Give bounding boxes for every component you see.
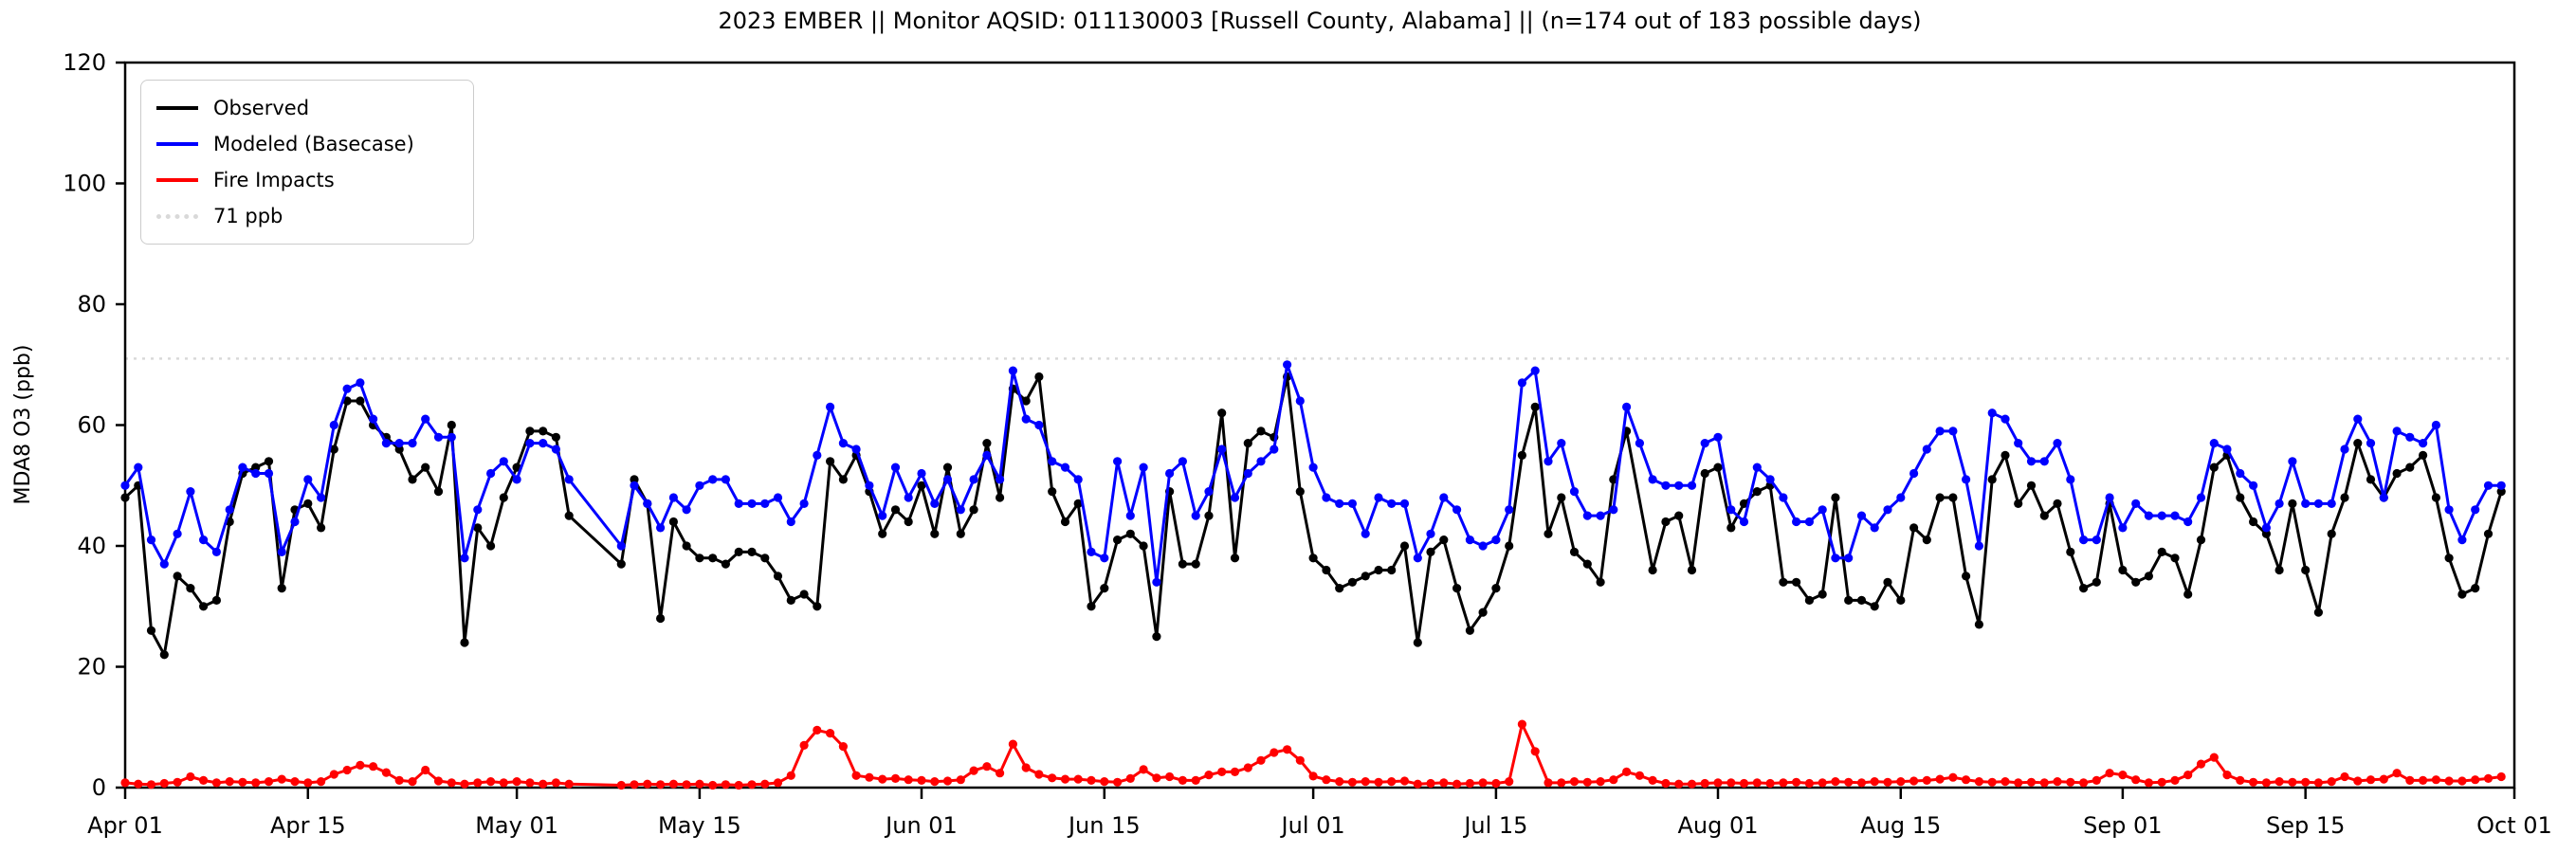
svg-text:Jun 15: Jun 15 [1067, 812, 1141, 839]
svg-text:Jul 15: Jul 15 [1462, 812, 1527, 839]
legend-label-71ppb: 71 ppb [213, 205, 283, 227]
svg-text:Aug 15: Aug 15 [1860, 812, 1941, 839]
svg-text:Apr 15: Apr 15 [270, 812, 346, 839]
svg-text:Jul 01: Jul 01 [1280, 812, 1345, 839]
observed-line-swatch [156, 106, 198, 110]
chart-title: 2023 EMBER || Monitor AQSID: 011130003 [… [718, 8, 1922, 34]
svg-text:May 01: May 01 [475, 812, 558, 839]
svg-text:100: 100 [63, 171, 106, 197]
modeled-line-swatch [156, 142, 198, 146]
svg-text:Apr 01: Apr 01 [87, 812, 163, 839]
legend-item-fire-impacts: Fire Impacts [156, 162, 458, 198]
svg-text:May 15: May 15 [658, 812, 741, 839]
svg-text:Oct 01: Oct 01 [2476, 812, 2552, 839]
svg-text:0: 0 [92, 774, 106, 801]
svg-text:Aug 01: Aug 01 [1677, 812, 1758, 839]
svg-text:Jun 01: Jun 01 [884, 812, 958, 839]
legend-item-observed: Observed [156, 90, 458, 126]
svg-text:20: 20 [77, 654, 106, 681]
legend-item-71ppb: 71 ppb [156, 198, 458, 234]
threshold-line-swatch [156, 213, 198, 219]
svg-text:Sep 01: Sep 01 [2083, 812, 2162, 839]
fire-impacts-line-swatch [156, 178, 198, 182]
svg-text:60: 60 [77, 412, 106, 439]
legend-label-fire-impacts: Fire Impacts [213, 169, 335, 191]
svg-text:120: 120 [63, 49, 106, 76]
svg-text:40: 40 [77, 533, 106, 559]
legend-item-modeled: Modeled (Basecase) [156, 126, 458, 162]
legend-label-modeled: Modeled (Basecase) [213, 133, 414, 155]
svg-text:Sep 15: Sep 15 [2266, 812, 2345, 839]
legend-box: Observed Modeled (Basecase) Fire Impacts… [140, 80, 474, 245]
legend-label-observed: Observed [213, 97, 310, 119]
svg-text:80: 80 [77, 291, 106, 318]
